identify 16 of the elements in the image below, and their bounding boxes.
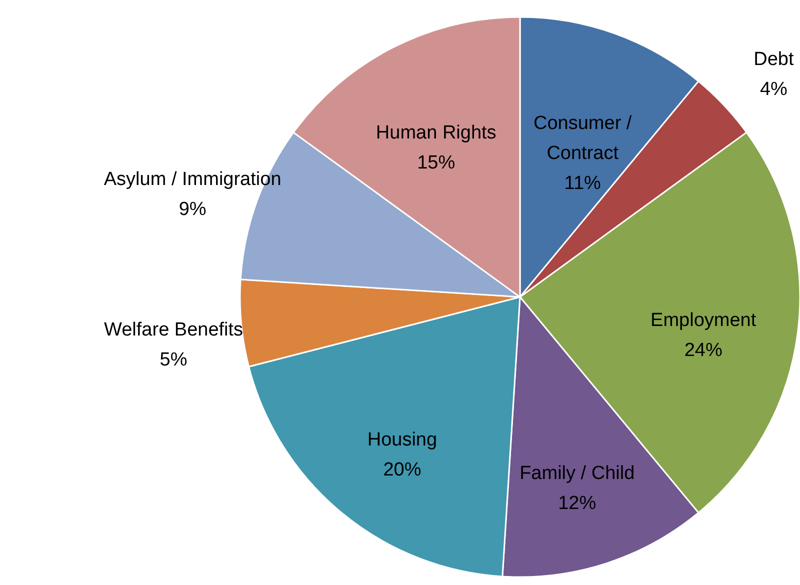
- data-label: 5%: [160, 350, 188, 371]
- slice-label: Human Rights: [376, 122, 496, 144]
- slice-label: Asylum / Immigration: [104, 169, 282, 190]
- slice-label: Consumer / Contract: [533, 113, 632, 164]
- slice-label: Employment: [650, 310, 757, 332]
- data-label: 24%: [684, 340, 722, 362]
- slice-label: Welfare Benefits: [104, 320, 244, 341]
- data-label: 11%: [564, 173, 602, 194]
- data-label: 12%: [558, 492, 596, 514]
- data-label: 20%: [383, 459, 422, 480]
- slice-label: Housing: [367, 429, 438, 450]
- data-label: 4%: [760, 78, 788, 100]
- slice-label: Family / Child: [520, 462, 635, 484]
- data-label: 9%: [178, 199, 206, 220]
- data-label: 15%: [417, 152, 456, 174]
- slice-label: Debt: [754, 48, 794, 70]
